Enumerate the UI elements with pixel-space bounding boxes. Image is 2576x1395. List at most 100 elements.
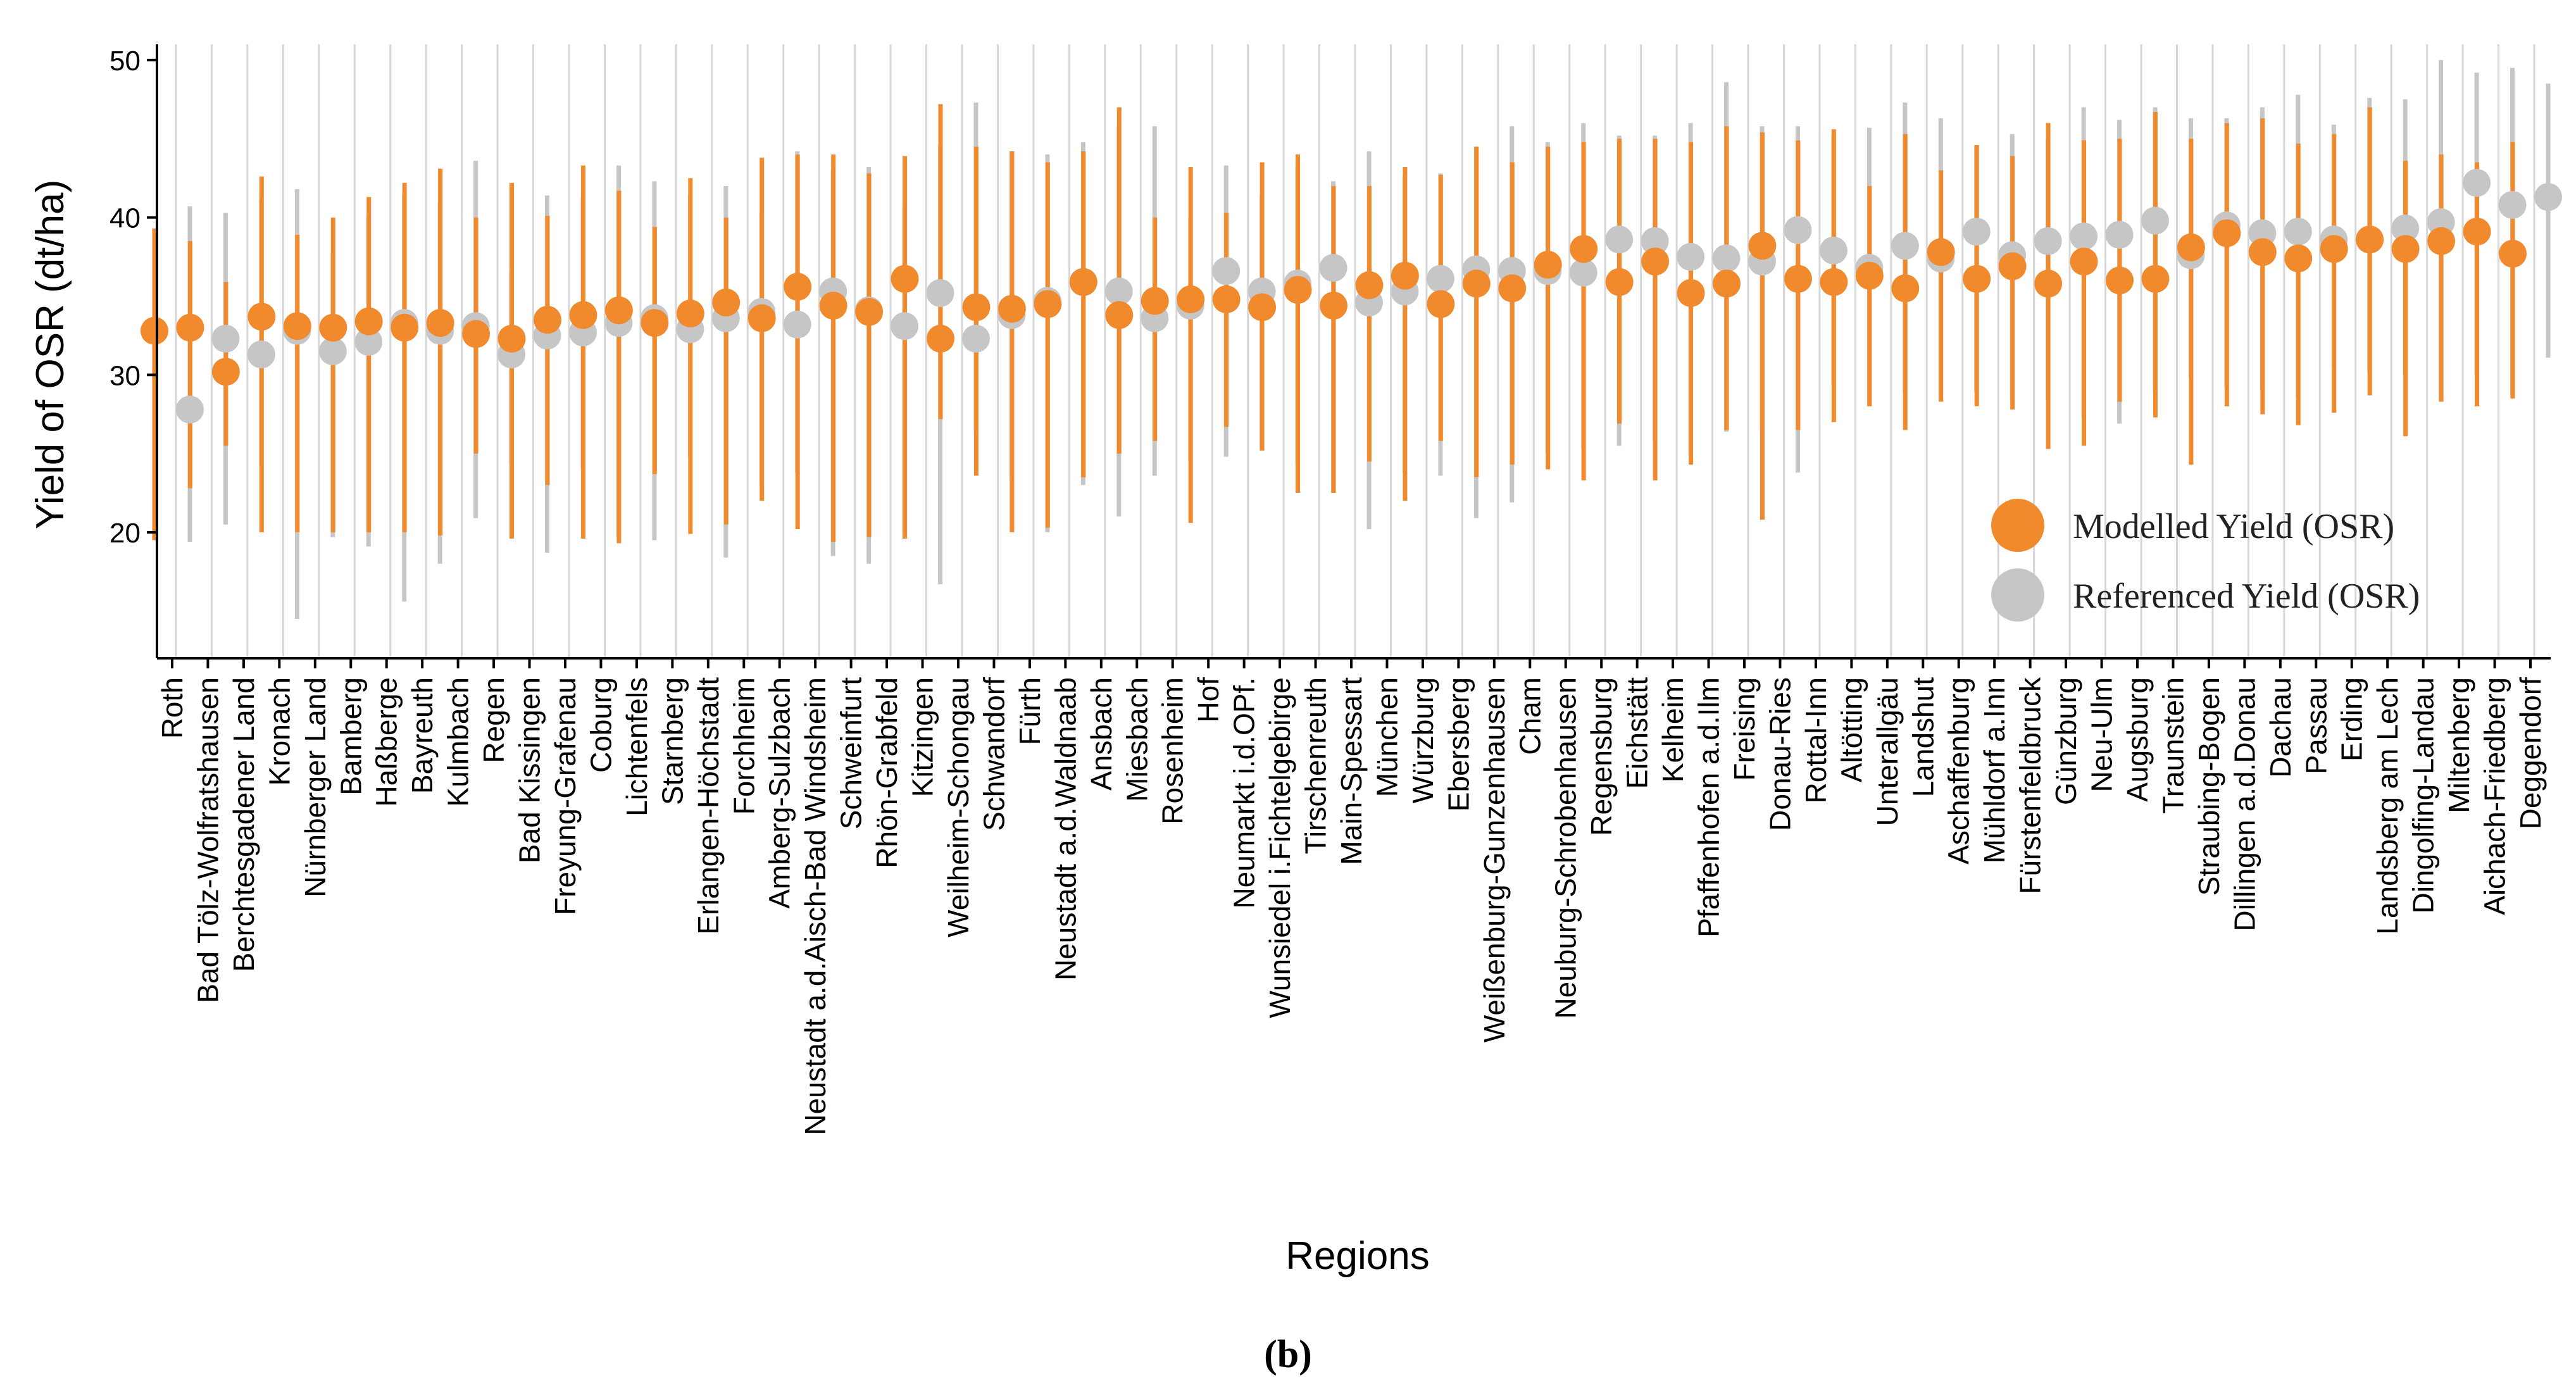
y-tick-label: 30 xyxy=(109,360,141,391)
referenced-point xyxy=(2391,215,2420,242)
x-tick-label: Ansbach xyxy=(1085,677,1118,791)
modelled-point xyxy=(962,293,991,322)
modelled-point xyxy=(927,325,954,353)
referenced-point xyxy=(1605,225,1634,254)
modelled-point xyxy=(176,313,204,342)
x-tick-label: Landshut xyxy=(1906,677,1939,797)
referenced-point xyxy=(354,328,383,356)
x-tick-label: Haßberge xyxy=(370,677,403,807)
modelled-point xyxy=(534,306,561,334)
x-tick-label: Traunstein xyxy=(2156,677,2189,814)
x-tick-label: Main-Spessart xyxy=(1335,677,1368,865)
x-tick-label: Passau xyxy=(2299,677,2332,774)
x-tick-label: Kelheim xyxy=(1656,677,1689,782)
referenced-point xyxy=(247,340,275,368)
modelled-point xyxy=(1320,291,1347,320)
referenced-point xyxy=(1891,232,1919,260)
modelled-point xyxy=(891,265,919,293)
x-tick-labels: Roth Bad Tölz-Wolfratshausen Berchtesgaden… xyxy=(156,658,2547,1135)
x-tick-label: Kronach xyxy=(263,677,296,785)
x-tick-label: Nürnberger Land xyxy=(299,677,332,898)
x-tick-label: Augsburg xyxy=(2121,677,2154,802)
modelled-point xyxy=(2213,219,2241,247)
x-tick-label: Amberg-Sulzbach xyxy=(763,677,796,909)
referenced-point xyxy=(1712,244,1741,273)
modelled-point xyxy=(1427,290,1455,318)
x-tick-label: Günzburg xyxy=(2049,677,2082,805)
x-tick-label: Regensburg xyxy=(1585,677,1618,836)
x-tick-label: Würzburg xyxy=(1406,677,1439,803)
x-tick-label: Donau-Ries xyxy=(1763,677,1796,831)
y-tick-label: 40 xyxy=(109,203,141,234)
modelled-point xyxy=(1820,268,1848,296)
modelled-point xyxy=(247,303,276,331)
modelled-point xyxy=(2463,217,2491,246)
x-tick-label: Fürstenfeldbruck xyxy=(2014,677,2047,894)
modelled-point xyxy=(426,309,454,337)
x-tick-label: Lichtenfels xyxy=(620,677,653,816)
modelled-point xyxy=(1248,293,1277,322)
modelled-point xyxy=(1748,232,1777,260)
x-tick-label: Miltenberg xyxy=(2442,677,2475,813)
modelled-point xyxy=(855,297,884,326)
modelled-point xyxy=(1784,265,1812,293)
modelled-point xyxy=(1212,285,1241,313)
referenced-point xyxy=(1784,216,1812,244)
modelled-point xyxy=(1177,285,1205,313)
x-tick-label: Neuburg-Schrobenhausen xyxy=(1549,677,1582,1019)
x-tick-label: Straubing-Bogen xyxy=(2192,677,2225,896)
modelled-point xyxy=(819,291,847,320)
panel-label: (b) xyxy=(1264,1333,1312,1376)
modelled-point xyxy=(497,325,526,353)
referenced-point xyxy=(926,278,954,307)
modelled-point xyxy=(569,301,597,329)
x-tick-label: Pfaffenhofen a.d.Ilm xyxy=(1692,677,1725,937)
modelled-point xyxy=(641,309,669,337)
x-tick-label: Ebersberg xyxy=(1442,677,1475,811)
x-tick-label: Dingolfing-Landau xyxy=(2407,677,2440,913)
x-tick-label: Cham xyxy=(1513,677,1546,755)
modelled-point xyxy=(391,313,419,342)
modelled-point xyxy=(2070,247,2098,276)
axes xyxy=(156,44,2551,660)
modelled-point xyxy=(2248,238,2277,266)
referenced-point xyxy=(318,337,347,365)
modelled-point xyxy=(1927,238,1955,266)
x-tick-label: Freyung-Grafenau xyxy=(549,677,582,915)
modelled-point xyxy=(2284,244,2313,273)
x-tick-label: Rottal-Inn xyxy=(1799,677,1832,803)
referenced-point xyxy=(211,325,240,353)
x-tick-label: Altötting xyxy=(1835,677,1868,782)
modelled-point xyxy=(1498,274,1527,303)
referenced-point xyxy=(1962,217,1991,246)
x-tick-label: Aschaffenburg xyxy=(1942,677,1975,865)
modelled-point xyxy=(747,304,776,332)
referenced-point xyxy=(176,396,204,424)
referenced-point xyxy=(1426,265,1454,293)
y-tick-label: 50 xyxy=(109,46,141,77)
modelled-point xyxy=(1713,270,1741,298)
modelled-point xyxy=(2141,265,2170,293)
modelled-point xyxy=(1141,287,1169,315)
modelled-point xyxy=(2427,227,2456,255)
x-tick-label: Schweinfurt xyxy=(835,677,868,830)
modelled-point xyxy=(1891,274,1920,303)
x-tick-label: Bad Tölz-Wolfratshausen xyxy=(191,677,224,1003)
modelled-point xyxy=(1284,276,1312,304)
x-tick-label: Landsberg am Lech xyxy=(2371,677,2404,935)
y-ticks: 20 30 40 50 xyxy=(109,46,157,549)
x-tick-label: Neumarkt i.d.OPf. xyxy=(1228,677,1261,909)
modelled-point xyxy=(2356,225,2384,254)
x-tick-label: Erding xyxy=(2335,677,2368,761)
modelled-point xyxy=(712,288,741,316)
modelled-point xyxy=(1605,268,1634,296)
modelled-point xyxy=(1855,261,1884,290)
x-tick-label: Rhön-Grabfeld xyxy=(870,677,903,868)
modelled-point xyxy=(1641,247,1670,276)
x-tick-label: Eichstätt xyxy=(1621,677,1654,789)
x-tick-label: Freising xyxy=(1728,677,1761,781)
y-tick-label: 20 xyxy=(109,518,141,549)
referenced-point xyxy=(962,325,990,353)
referenced-point xyxy=(2284,217,2312,246)
